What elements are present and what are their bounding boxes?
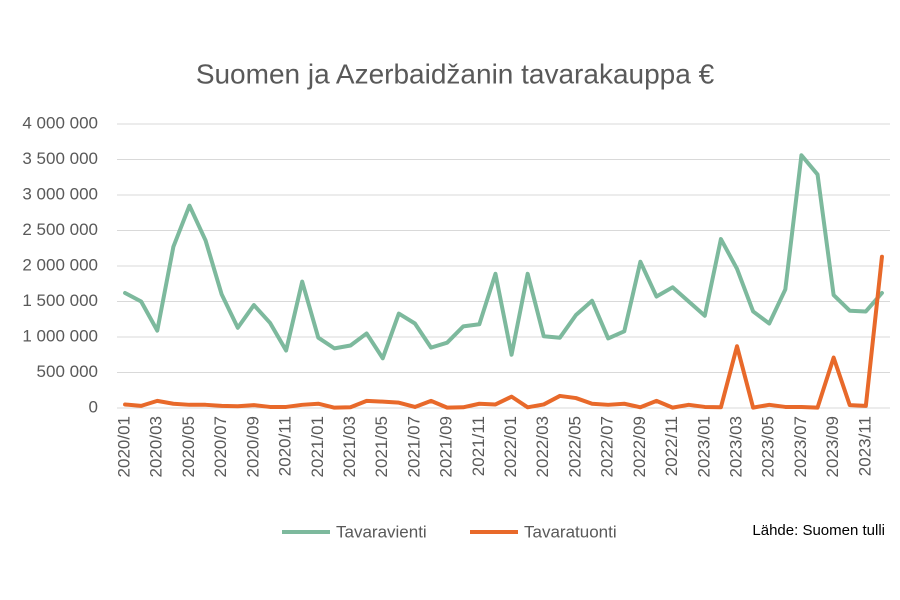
y-tick-label: 3 000 000 — [22, 184, 98, 203]
y-tick-label: 1 500 000 — [22, 291, 98, 310]
source-note: Lähde: Suomen tulli — [752, 522, 885, 539]
x-tick-label: 2020/05 — [179, 416, 198, 477]
x-tick-label: 2021/03 — [340, 416, 359, 477]
y-tick-label: 500 000 — [37, 362, 98, 381]
x-tick-label: 2022/03 — [533, 416, 552, 477]
x-tick-label: 2023/09 — [823, 416, 842, 477]
x-tick-label: 2021/09 — [437, 416, 456, 477]
legend-label: Tavaravienti — [336, 522, 427, 541]
x-tick-label: 2022/01 — [501, 416, 520, 477]
x-tick-label: 2021/01 — [308, 416, 327, 477]
x-tick-label: 2022/07 — [598, 416, 617, 477]
x-tick-label: 2022/05 — [565, 416, 584, 477]
series-line — [123, 153, 884, 361]
y-tick-label: 1 000 000 — [22, 326, 98, 345]
x-tick-label: 2020/03 — [147, 416, 166, 477]
x-tick-label: 2021/07 — [404, 416, 423, 477]
y-tick-label: 3 500 000 — [22, 149, 98, 168]
y-tick-label: 2 500 000 — [22, 220, 98, 239]
x-tick-label: 2021/11 — [469, 416, 488, 476]
x-tick-label: 2020/09 — [243, 416, 262, 477]
x-tick-label: 2020/07 — [211, 416, 230, 477]
chart-title: Suomen ja Azerbaidžanin tavarakauppa € — [196, 58, 715, 89]
x-tick-label: 2020/11 — [276, 416, 295, 476]
x-tick-label: 2023/11 — [855, 416, 874, 476]
x-tick-label: 2023/01 — [694, 416, 713, 477]
x-tick-label: 2022/11 — [662, 416, 681, 476]
x-tick-label: 2023/07 — [791, 416, 810, 477]
x-tick-label: 2023/05 — [759, 416, 778, 477]
x-tick-label: 2023/03 — [726, 416, 745, 477]
x-tick-label: 2022/09 — [630, 416, 649, 477]
series-line — [123, 254, 884, 410]
x-tick-label: 2020/01 — [115, 416, 134, 477]
y-tick-label: 2 000 000 — [22, 255, 98, 274]
y-tick-label: 4 000 000 — [22, 113, 98, 132]
y-tick-label: 0 — [89, 397, 98, 416]
legend-label: Tavaratuonti — [524, 522, 617, 541]
x-tick-label: 2021/05 — [372, 416, 391, 477]
